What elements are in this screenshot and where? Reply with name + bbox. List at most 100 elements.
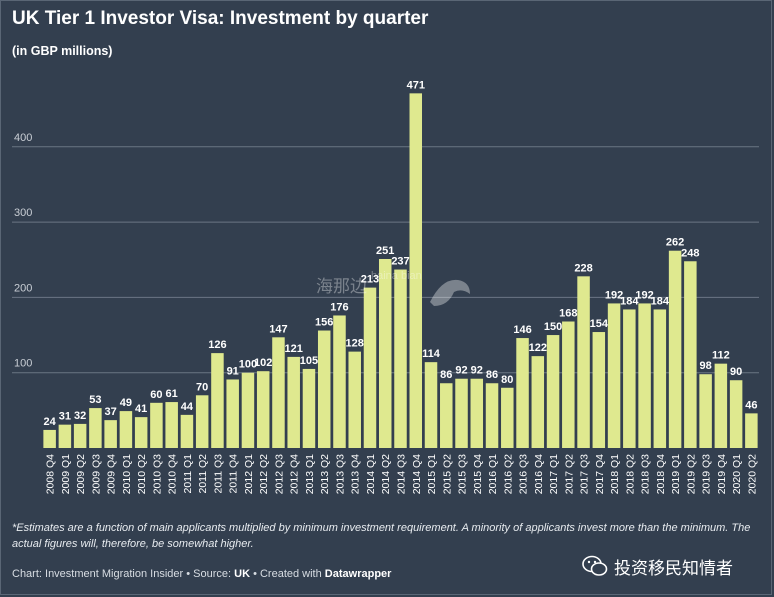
x-tick-label: 2012 Q2: [258, 454, 270, 494]
bar-2017-Q3: [577, 276, 590, 448]
value-label: 228: [574, 262, 592, 274]
x-tick-label: 2014 Q3: [396, 454, 408, 494]
value-label: 126: [208, 339, 226, 351]
y-tick-label-400: 400: [14, 132, 32, 144]
bar-2008-Q4: [43, 429, 56, 448]
bar-2020-Q1: [729, 380, 743, 448]
x-tick-label: 2011 Q4: [228, 454, 240, 494]
bar-2018-Q1: [607, 303, 621, 448]
value-label: 184: [651, 295, 670, 307]
x-tick-label: 2019 Q3: [701, 454, 713, 494]
value-label: 184: [620, 295, 639, 307]
value-label: 92: [471, 365, 483, 377]
x-tick-label: 2018 Q1: [609, 454, 621, 494]
x-tick-label: 2014 Q2: [380, 454, 392, 494]
bar-2012-Q3: [272, 337, 285, 448]
value-label: 92: [455, 365, 467, 377]
value-label: 121: [285, 343, 303, 355]
x-tick-label: 2012 Q3: [273, 454, 285, 494]
bar-2012-Q4: [287, 356, 300, 448]
bar-2009-Q3: [89, 408, 102, 448]
x-tick-label: 2018 Q4: [655, 454, 667, 494]
value-label: 112: [712, 350, 730, 362]
x-tick-label: 2012 Q4: [289, 454, 301, 494]
y-tick-label-200: 200: [14, 282, 32, 294]
x-tick-label: 2013 Q1: [304, 454, 316, 494]
x-tick-label: 2019 Q1: [670, 454, 682, 494]
x-tick-label: 2009 Q1: [60, 454, 72, 494]
wechat-account-name: 投资移民知情者: [614, 558, 733, 579]
x-tick-label: 2008 Q4: [45, 454, 57, 494]
value-label: 114: [422, 348, 441, 360]
value-label: 46: [745, 399, 757, 411]
bar-2019-Q2: [684, 261, 697, 448]
footnote: *Estimates are a function of main applic…: [12, 522, 751, 550]
value-label: 176: [330, 301, 348, 313]
bar-2015-Q1: [424, 362, 438, 448]
value-label: 86: [486, 369, 498, 381]
value-label: 192: [635, 289, 653, 301]
x-tick-label: 2016 Q1: [487, 454, 499, 494]
x-tick-label: 2011 Q2: [197, 454, 209, 494]
x-tick-label: 2019 Q4: [716, 454, 728, 494]
bar-2010-Q2: [134, 417, 148, 448]
y-tick-label-300: 300: [14, 207, 32, 219]
value-label: 156: [315, 317, 333, 329]
bar-2009-Q2: [73, 423, 87, 448]
x-tick-label: 2009 Q3: [90, 454, 102, 494]
bar-2017-Q1: [546, 335, 560, 448]
bar-2015-Q2: [440, 383, 453, 448]
bar-2019-Q4: [714, 363, 728, 448]
bar-layer: [43, 93, 758, 448]
value-label: 24: [44, 416, 57, 428]
value-label: 70: [196, 381, 208, 393]
bar-2016-Q2: [501, 387, 514, 448]
x-tick-label: 2016 Q4: [533, 454, 545, 494]
value-label: 237: [391, 256, 409, 268]
bar-2011-Q3: [211, 353, 224, 448]
x-tick-label: 2011 Q1: [182, 454, 194, 494]
value-label: 122: [529, 342, 547, 354]
x-tick-label: 2020 Q2: [746, 454, 758, 494]
value-label: 168: [559, 308, 577, 320]
value-label: 471: [407, 79, 425, 91]
bar-2013-Q2: [317, 330, 331, 448]
credits-created: • Created with: [250, 568, 325, 580]
value-label: 37: [105, 406, 117, 418]
value-label: 61: [166, 388, 178, 400]
value-label: 86: [440, 369, 452, 381]
x-tick-label: 2016 Q3: [518, 454, 530, 494]
credits-prefix: Chart: Investment Migration Insider • So…: [12, 568, 235, 580]
x-tick-label: 2016 Q2: [502, 454, 514, 494]
bar-2011-Q2: [195, 395, 209, 448]
bar-2014-Q2: [378, 259, 392, 448]
value-label: 41: [135, 403, 147, 415]
bar-2016-Q3: [516, 338, 529, 448]
value-label: 49: [120, 397, 132, 409]
x-tick-label: 2015 Q3: [457, 454, 469, 494]
bar-2010-Q4: [165, 402, 178, 448]
x-tick-label: 2014 Q4: [411, 454, 423, 494]
datawrapper-link[interactable]: Datawrapper: [324, 568, 392, 580]
value-label: 60: [150, 389, 162, 401]
bar-2020-Q2: [745, 413, 758, 448]
x-tick-label: 2014 Q1: [365, 454, 377, 494]
bar-2009-Q4: [104, 420, 117, 448]
x-tick-label: 2018 Q3: [640, 454, 652, 494]
bar-2018-Q3: [638, 303, 651, 448]
x-tick-label: 2018 Q2: [624, 454, 636, 494]
bar-2014-Q4: [409, 93, 423, 448]
value-label: 213: [361, 274, 379, 286]
source-link[interactable]: UK: [234, 568, 251, 580]
value-label: 154: [590, 318, 609, 330]
x-tick-layer: 2008 Q4 2009 Q1 2009 Q2 2009 Q3 2009 Q4 2010 …: [45, 454, 759, 494]
bar-2019-Q1: [668, 250, 682, 448]
y-tick-label-100: 100: [14, 358, 32, 370]
bar-2017-Q4: [592, 332, 606, 448]
x-tick-label: 2010 Q4: [167, 454, 179, 494]
x-tick-label: 2017 Q2: [563, 454, 575, 494]
bar-2011-Q1: [180, 414, 194, 448]
value-label: 80: [501, 374, 513, 386]
